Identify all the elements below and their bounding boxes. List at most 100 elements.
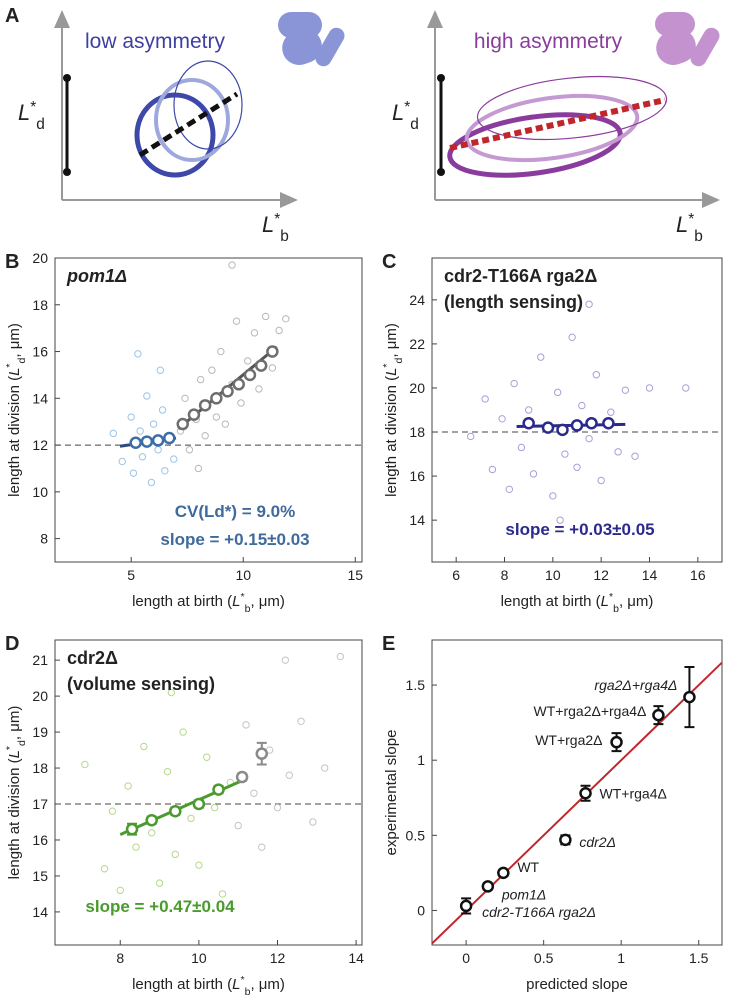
data-point — [134, 350, 142, 358]
mean-point — [254, 359, 268, 372]
x-tick-label: 1 — [617, 950, 625, 966]
label-part: , μm) — [6, 323, 23, 357]
x-tick-label: 1.5 — [689, 950, 709, 966]
y-tick-label: 0.5 — [406, 827, 426, 843]
fit-line — [432, 661, 722, 945]
cells-icon — [655, 12, 720, 67]
data-point — [268, 364, 277, 372]
y-tick-label: 20 — [32, 250, 48, 266]
data-point — [221, 420, 230, 428]
mean-point — [140, 435, 154, 448]
dot — [63, 74, 71, 82]
x-tick-label: 10 — [235, 567, 251, 583]
data-point — [218, 890, 227, 898]
y-tick-label: 12 — [32, 437, 48, 453]
data-point — [537, 353, 545, 361]
data-point — [250, 789, 258, 797]
label-part: predicted slope — [526, 976, 628, 993]
annotation: slope = +0.03±0.05 — [505, 520, 654, 539]
data-point — [607, 408, 615, 416]
panel-label: C — [382, 251, 396, 273]
data-point — [232, 317, 241, 325]
mean-point — [129, 436, 142, 449]
plot-frame — [431, 639, 723, 946]
label-part: * — [688, 211, 694, 228]
dot — [437, 74, 445, 82]
data-point — [156, 366, 165, 374]
plot-area — [432, 661, 722, 945]
annotation: slope = +0.15±0.03 — [160, 530, 309, 549]
y-tick-label: 20 — [32, 688, 48, 704]
panel-label: D — [5, 633, 19, 655]
data-point — [127, 413, 135, 421]
data-point — [217, 347, 225, 356]
label-part: d — [36, 116, 45, 133]
mean-point — [266, 345, 279, 358]
label-part: length at division ( — [6, 758, 23, 879]
point-label: WT+rga2Δ — [535, 732, 602, 748]
data-point — [524, 406, 533, 414]
data-point — [592, 371, 601, 379]
data-point — [275, 326, 283, 335]
data-point — [161, 467, 169, 475]
label-part: b — [280, 228, 289, 245]
label-part: d — [410, 116, 419, 133]
data-point — [158, 406, 167, 414]
x-tick-label: 0.5 — [534, 950, 554, 966]
mean-point — [145, 813, 158, 827]
y-tick-label: 18 — [409, 424, 425, 440]
label-part: L — [601, 593, 609, 610]
point-label: WT+rga2Δ+rga4Δ — [534, 703, 647, 719]
data-point — [108, 807, 117, 815]
axis-label: length at birth (L*b, μm) — [132, 591, 285, 615]
label-part: L — [232, 593, 240, 610]
label-part: L — [262, 212, 274, 237]
mean-point — [683, 690, 696, 704]
plot-area — [81, 652, 345, 898]
data-point — [212, 413, 221, 421]
data-point — [195, 861, 203, 869]
y-tick-label: 18 — [32, 297, 48, 313]
mean-point — [232, 378, 246, 391]
data-point — [149, 420, 158, 428]
label-part: experimental slope — [383, 730, 400, 856]
x-tick-label: 10 — [545, 567, 561, 583]
mean-point — [255, 747, 269, 760]
point-label: rga2Δ+rga4Δ — [594, 677, 677, 693]
trend — [449, 97, 666, 151]
label-part: * — [4, 363, 16, 367]
mean-point — [556, 423, 569, 437]
data-point — [258, 843, 266, 851]
data-point — [234, 821, 242, 830]
dot — [63, 168, 71, 176]
data-point — [498, 415, 506, 423]
data-point — [261, 312, 270, 321]
dot — [437, 168, 445, 176]
data-point — [297, 717, 305, 725]
data-point — [143, 392, 151, 400]
ellipse — [476, 75, 668, 141]
mean-point — [585, 416, 598, 430]
y-tick-label: 8 — [40, 531, 48, 547]
annotation: slope = +0.47±0.04 — [85, 897, 235, 916]
point-label: cdr2Δ — [579, 834, 616, 850]
data-point — [682, 384, 690, 392]
point-label: cdr2-T166A rga2Δ — [482, 904, 596, 920]
ellipse — [154, 78, 230, 162]
data-point — [185, 446, 194, 454]
y-tick-label: 14 — [409, 512, 425, 528]
label-part: b — [245, 986, 251, 998]
label-part: d — [16, 740, 28, 746]
ellipse — [134, 92, 216, 178]
data-point — [285, 771, 293, 779]
x-tick-label: 14 — [348, 950, 364, 966]
label-part: length at birth ( — [132, 976, 232, 993]
mean-point — [235, 770, 249, 784]
x-tick-label: 8 — [501, 567, 509, 583]
axis-label: predicted slope — [526, 976, 628, 993]
label-part: L — [18, 100, 30, 125]
x-tick-label: 12 — [593, 567, 609, 583]
data-point — [309, 818, 317, 826]
label-part: length at division ( — [6, 376, 23, 497]
